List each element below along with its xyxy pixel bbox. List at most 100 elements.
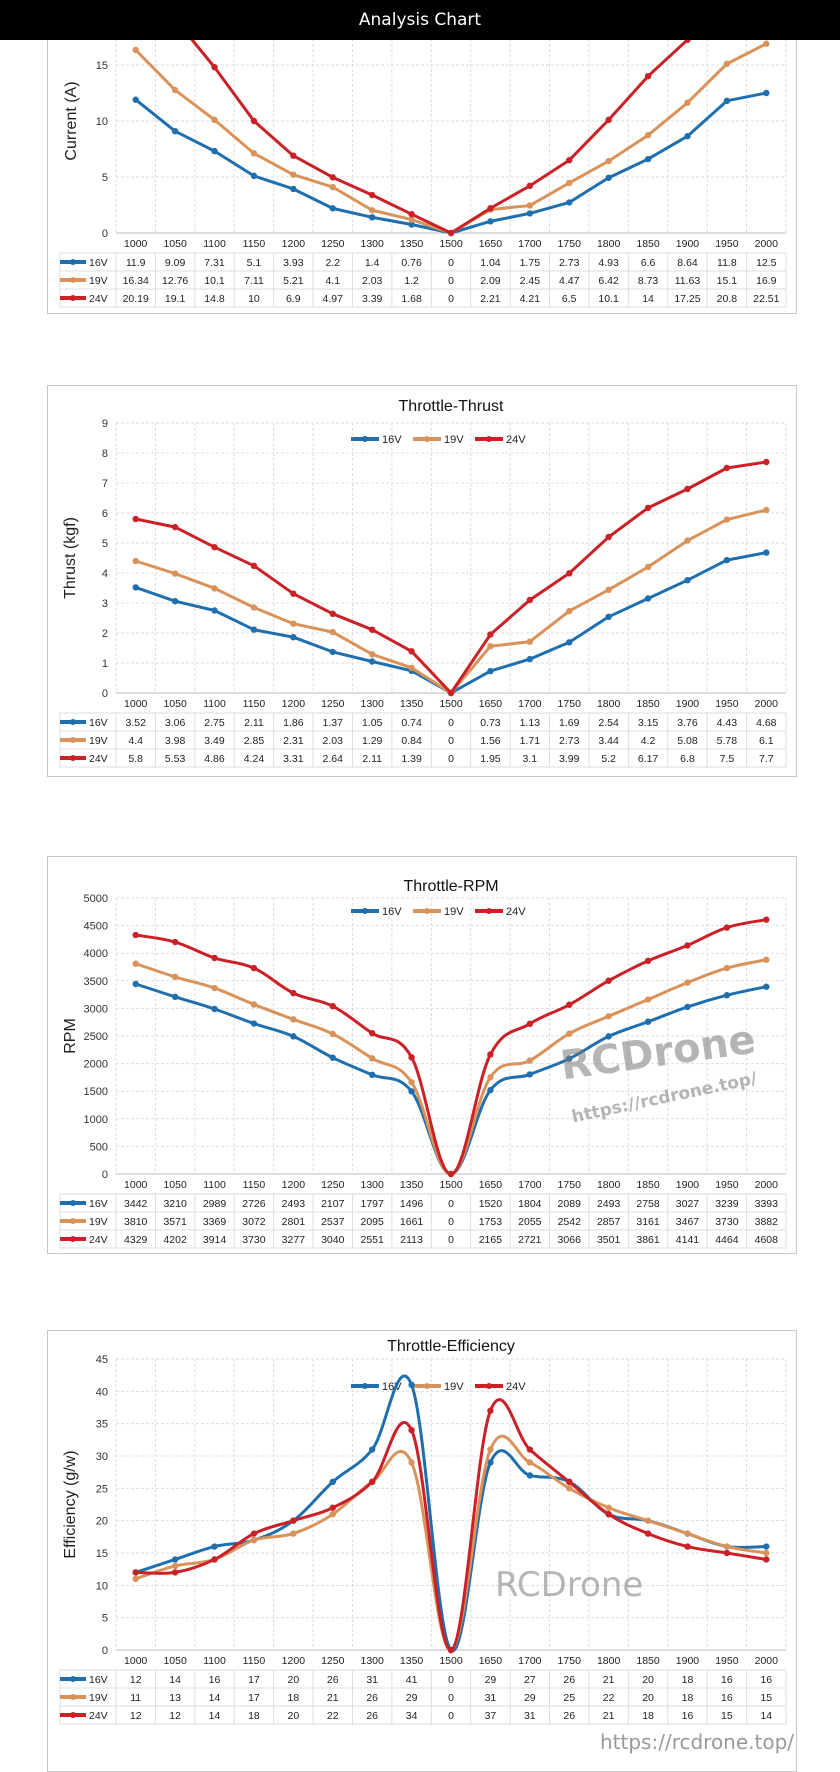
x-tick-label: 1300 xyxy=(360,698,384,710)
data-point-24V-1950 xyxy=(723,464,731,472)
table-cell: 0 xyxy=(448,293,454,305)
table-cell: 10.1 xyxy=(204,275,225,287)
table-cell: 11.63 xyxy=(675,275,701,287)
y-axis-label: Efficiency (g/w) xyxy=(62,1450,79,1558)
table-cell: 3730 xyxy=(242,1234,266,1246)
data-point-16V-1750 xyxy=(566,1055,573,1062)
table-cell: 3.76 xyxy=(677,717,698,729)
table-cell: 2758 xyxy=(636,1198,660,1210)
table-cell: 25 xyxy=(563,1692,575,1704)
table-cell: 22 xyxy=(327,1710,339,1722)
y-tick-label: 10 xyxy=(96,116,108,128)
table-cell: 11.8 xyxy=(717,257,737,269)
x-tick-label: 1000 xyxy=(124,1179,148,1191)
table-cell: 18 xyxy=(642,1710,654,1722)
legend-marker-icon xyxy=(486,1383,492,1389)
x-tick-label: 1050 xyxy=(163,1655,187,1667)
data-point-16V-1200 xyxy=(290,185,297,193)
table-cell: 1.13 xyxy=(520,717,541,729)
x-tick-label: 1250 xyxy=(321,1655,345,1667)
table-cell: 10.1 xyxy=(598,293,619,305)
data-point-24V-1250 xyxy=(329,1504,336,1511)
data-point-24V-1200 xyxy=(290,1517,297,1524)
table-cell: 2801 xyxy=(282,1216,306,1228)
table-cell: 16 xyxy=(209,1674,221,1686)
table-series-label: 16V xyxy=(89,717,108,729)
table-cell: 3.31 xyxy=(283,753,304,765)
x-tick-label: 1100 xyxy=(203,1179,226,1191)
data-point-16V-1900 xyxy=(684,577,691,584)
x-tick-label: 1900 xyxy=(676,1179,700,1191)
data-point-16V-1100 xyxy=(211,1005,218,1013)
x-tick-label: 1900 xyxy=(676,1655,700,1667)
table-cell: 7.7 xyxy=(759,753,774,765)
table-series-label: 19V xyxy=(89,735,108,747)
table-cell: 3210 xyxy=(163,1198,187,1210)
table-cell: 4202 xyxy=(163,1234,187,1246)
data-point-19V-1900 xyxy=(684,1530,691,1537)
table-cell: 21 xyxy=(327,1692,339,1704)
x-tick-label: 1200 xyxy=(282,1179,306,1191)
x-tick-label: 1700 xyxy=(518,238,542,250)
data-point-19V-1350 xyxy=(408,1079,415,1086)
data-point-16V-1200 xyxy=(290,1033,297,1040)
data-point-19V-1650 xyxy=(487,1446,494,1453)
data-point-24V-1850 xyxy=(644,1530,652,1537)
data-point-24V-1650 xyxy=(487,205,494,212)
table-cell: 7.5 xyxy=(720,753,735,765)
table-cell: 3072 xyxy=(242,1216,266,1228)
data-point-19V-1250 xyxy=(329,1511,336,1518)
series-line-16V xyxy=(135,1374,767,1652)
table-cell: 17 xyxy=(248,1674,260,1686)
table-cell: 22 xyxy=(603,1692,615,1704)
table-cell: 37 xyxy=(485,1710,497,1722)
table-cell: 16 xyxy=(721,1692,733,1704)
table-cell: 3914 xyxy=(203,1234,227,1246)
table-cell: 11 xyxy=(130,1692,141,1704)
data-point-19V-1750 xyxy=(566,1485,573,1492)
y-tick-label: 7 xyxy=(102,478,108,490)
x-tick-label: 1350 xyxy=(400,238,424,250)
table-cell: 3040 xyxy=(321,1234,345,1246)
data-point-19V-1800 xyxy=(605,157,612,165)
data-point-24V-1300 xyxy=(368,191,376,199)
table-cell: 3571 xyxy=(163,1216,187,1228)
table-cell: 2.85 xyxy=(244,735,265,747)
data-point-24V-1900 xyxy=(684,942,691,949)
x-tick-label: 1850 xyxy=(636,238,660,250)
table-cell: 3161 xyxy=(636,1216,660,1228)
data-point-24V-1500 xyxy=(447,1170,455,1178)
table-cell: 3027 xyxy=(676,1198,700,1210)
x-tick-label: 1000 xyxy=(124,238,148,250)
x-tick-label: 1850 xyxy=(636,1179,660,1191)
table-cell: 20.19 xyxy=(123,293,149,305)
data-point-19V-1300 xyxy=(368,207,376,214)
data-point-16V-1950 xyxy=(723,556,731,564)
data-point-16V-1750 xyxy=(566,199,573,206)
x-tick-label: 1650 xyxy=(479,238,503,250)
data-point-24V-1700 xyxy=(526,1020,534,1028)
table-cell: 13 xyxy=(169,1692,181,1704)
series-line-19V xyxy=(135,508,767,695)
table-cell: 26 xyxy=(366,1692,378,1704)
data-point-16V-2000 xyxy=(763,983,770,990)
table-cell: 2989 xyxy=(203,1198,227,1210)
data-point-24V-1750 xyxy=(566,157,573,164)
y-tick-label: 3500 xyxy=(84,976,108,988)
table-cell: 31 xyxy=(524,1710,536,1722)
series-line-24V xyxy=(135,1398,767,1652)
table-cell: 14 xyxy=(209,1710,221,1722)
table-cell: 27 xyxy=(524,1674,536,1686)
data-point-19V-1300 xyxy=(368,651,376,658)
table-cell: 11.9 xyxy=(126,257,146,269)
table-cell: 2.75 xyxy=(204,717,225,729)
table-cell: 3239 xyxy=(715,1198,739,1210)
data-point-19V-1350 xyxy=(408,664,415,671)
table-series-label: 16V xyxy=(89,1674,108,1686)
table-cell: 41 xyxy=(406,1674,418,1686)
table-cell: 2.64 xyxy=(323,753,344,765)
data-point-24V-1250 xyxy=(329,610,336,617)
x-tick-label: 1650 xyxy=(479,1179,503,1191)
table-cell: 12.76 xyxy=(162,275,188,287)
